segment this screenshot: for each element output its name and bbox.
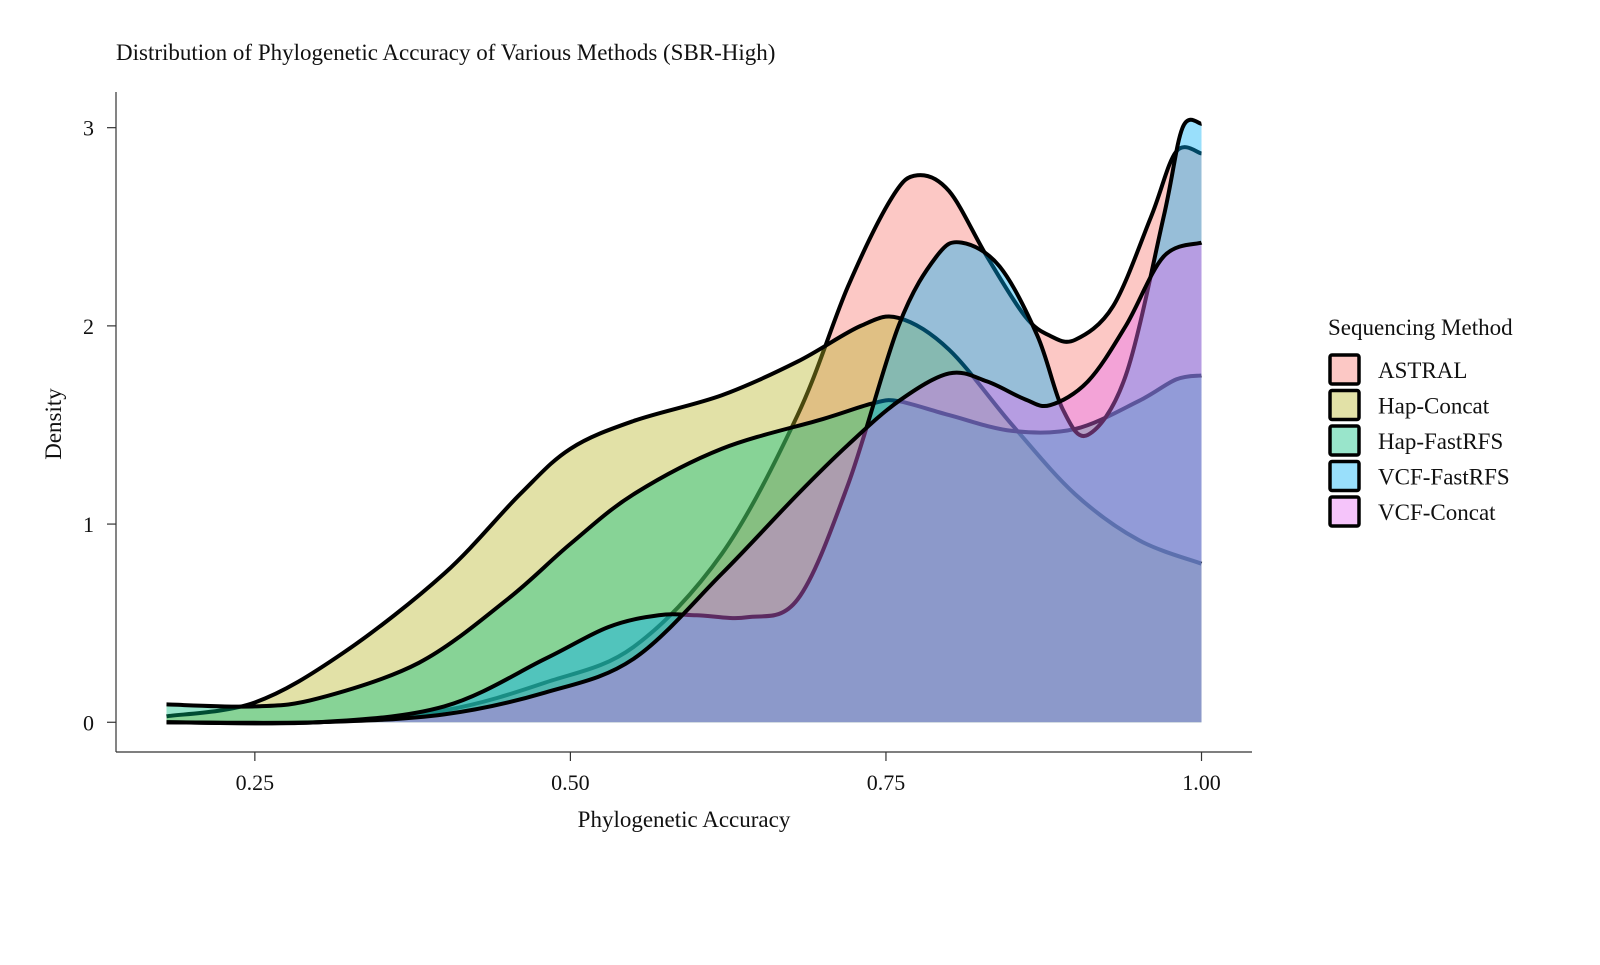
density-area-vcf-concat [166,242,1202,723]
y-tick-label: 3 [83,116,94,141]
density-line-hap-concat [166,314,1203,719]
x-tick-label: 1.00 [1182,770,1221,795]
y-tick-label: 2 [83,314,94,339]
legend-label-vcf-fastrfs: VCF-FastRFS [1378,465,1510,490]
density-line-hap-fastrfs [166,373,1202,709]
density-area-hap-concat [166,316,1202,723]
legend-swatch-hap-fastrfs [1328,424,1361,457]
density-line-astral [166,145,1203,726]
legend-swatch-astral [1328,353,1361,386]
legend: Sequencing Method ASTRAL Hap-Concat Hap-Fa… [1328,315,1513,528]
legend-swatch-hap-concat [1328,388,1361,422]
density-areas [166,117,1203,726]
chart-title: Distribution of Phylogenetic Accuracy of… [116,40,775,65]
y-axis: 0 1 2 3 [83,92,117,752]
density-area-vcf-fastrfs [166,119,1202,724]
y-tick-label: 1 [83,512,94,537]
legend-title: Sequencing Method [1328,315,1513,340]
y-tick-label: 0 [83,710,94,735]
legend-swatch-vcf-fastrfs [1328,459,1361,493]
legend-label-hap-fastrfs: Hap-FastRFS [1378,429,1503,454]
density-area-astral [166,147,1202,724]
x-tick-label: 0.75 [867,770,906,795]
density-area-hap-fastrfs [166,375,1202,723]
x-tick-label: 0.25 [236,770,275,795]
x-tick-label: 0.50 [551,770,590,795]
y-axis-title: Density [41,388,66,460]
legend-label-hap-concat: Hap-Concat [1378,394,1490,419]
density-line-vcf-fastrfs [166,117,1202,726]
legend-label-vcf-concat: VCF-Concat [1378,500,1496,525]
legend-label-astral: ASTRAL [1378,358,1467,383]
legend-swatch-vcf-concat [1328,495,1361,528]
x-axis: 0.25 0.50 0.75 1.00 [116,751,1252,795]
density-line-vcf-concat [166,240,1203,725]
x-axis-title: Phylogenetic Accuracy [578,807,791,832]
